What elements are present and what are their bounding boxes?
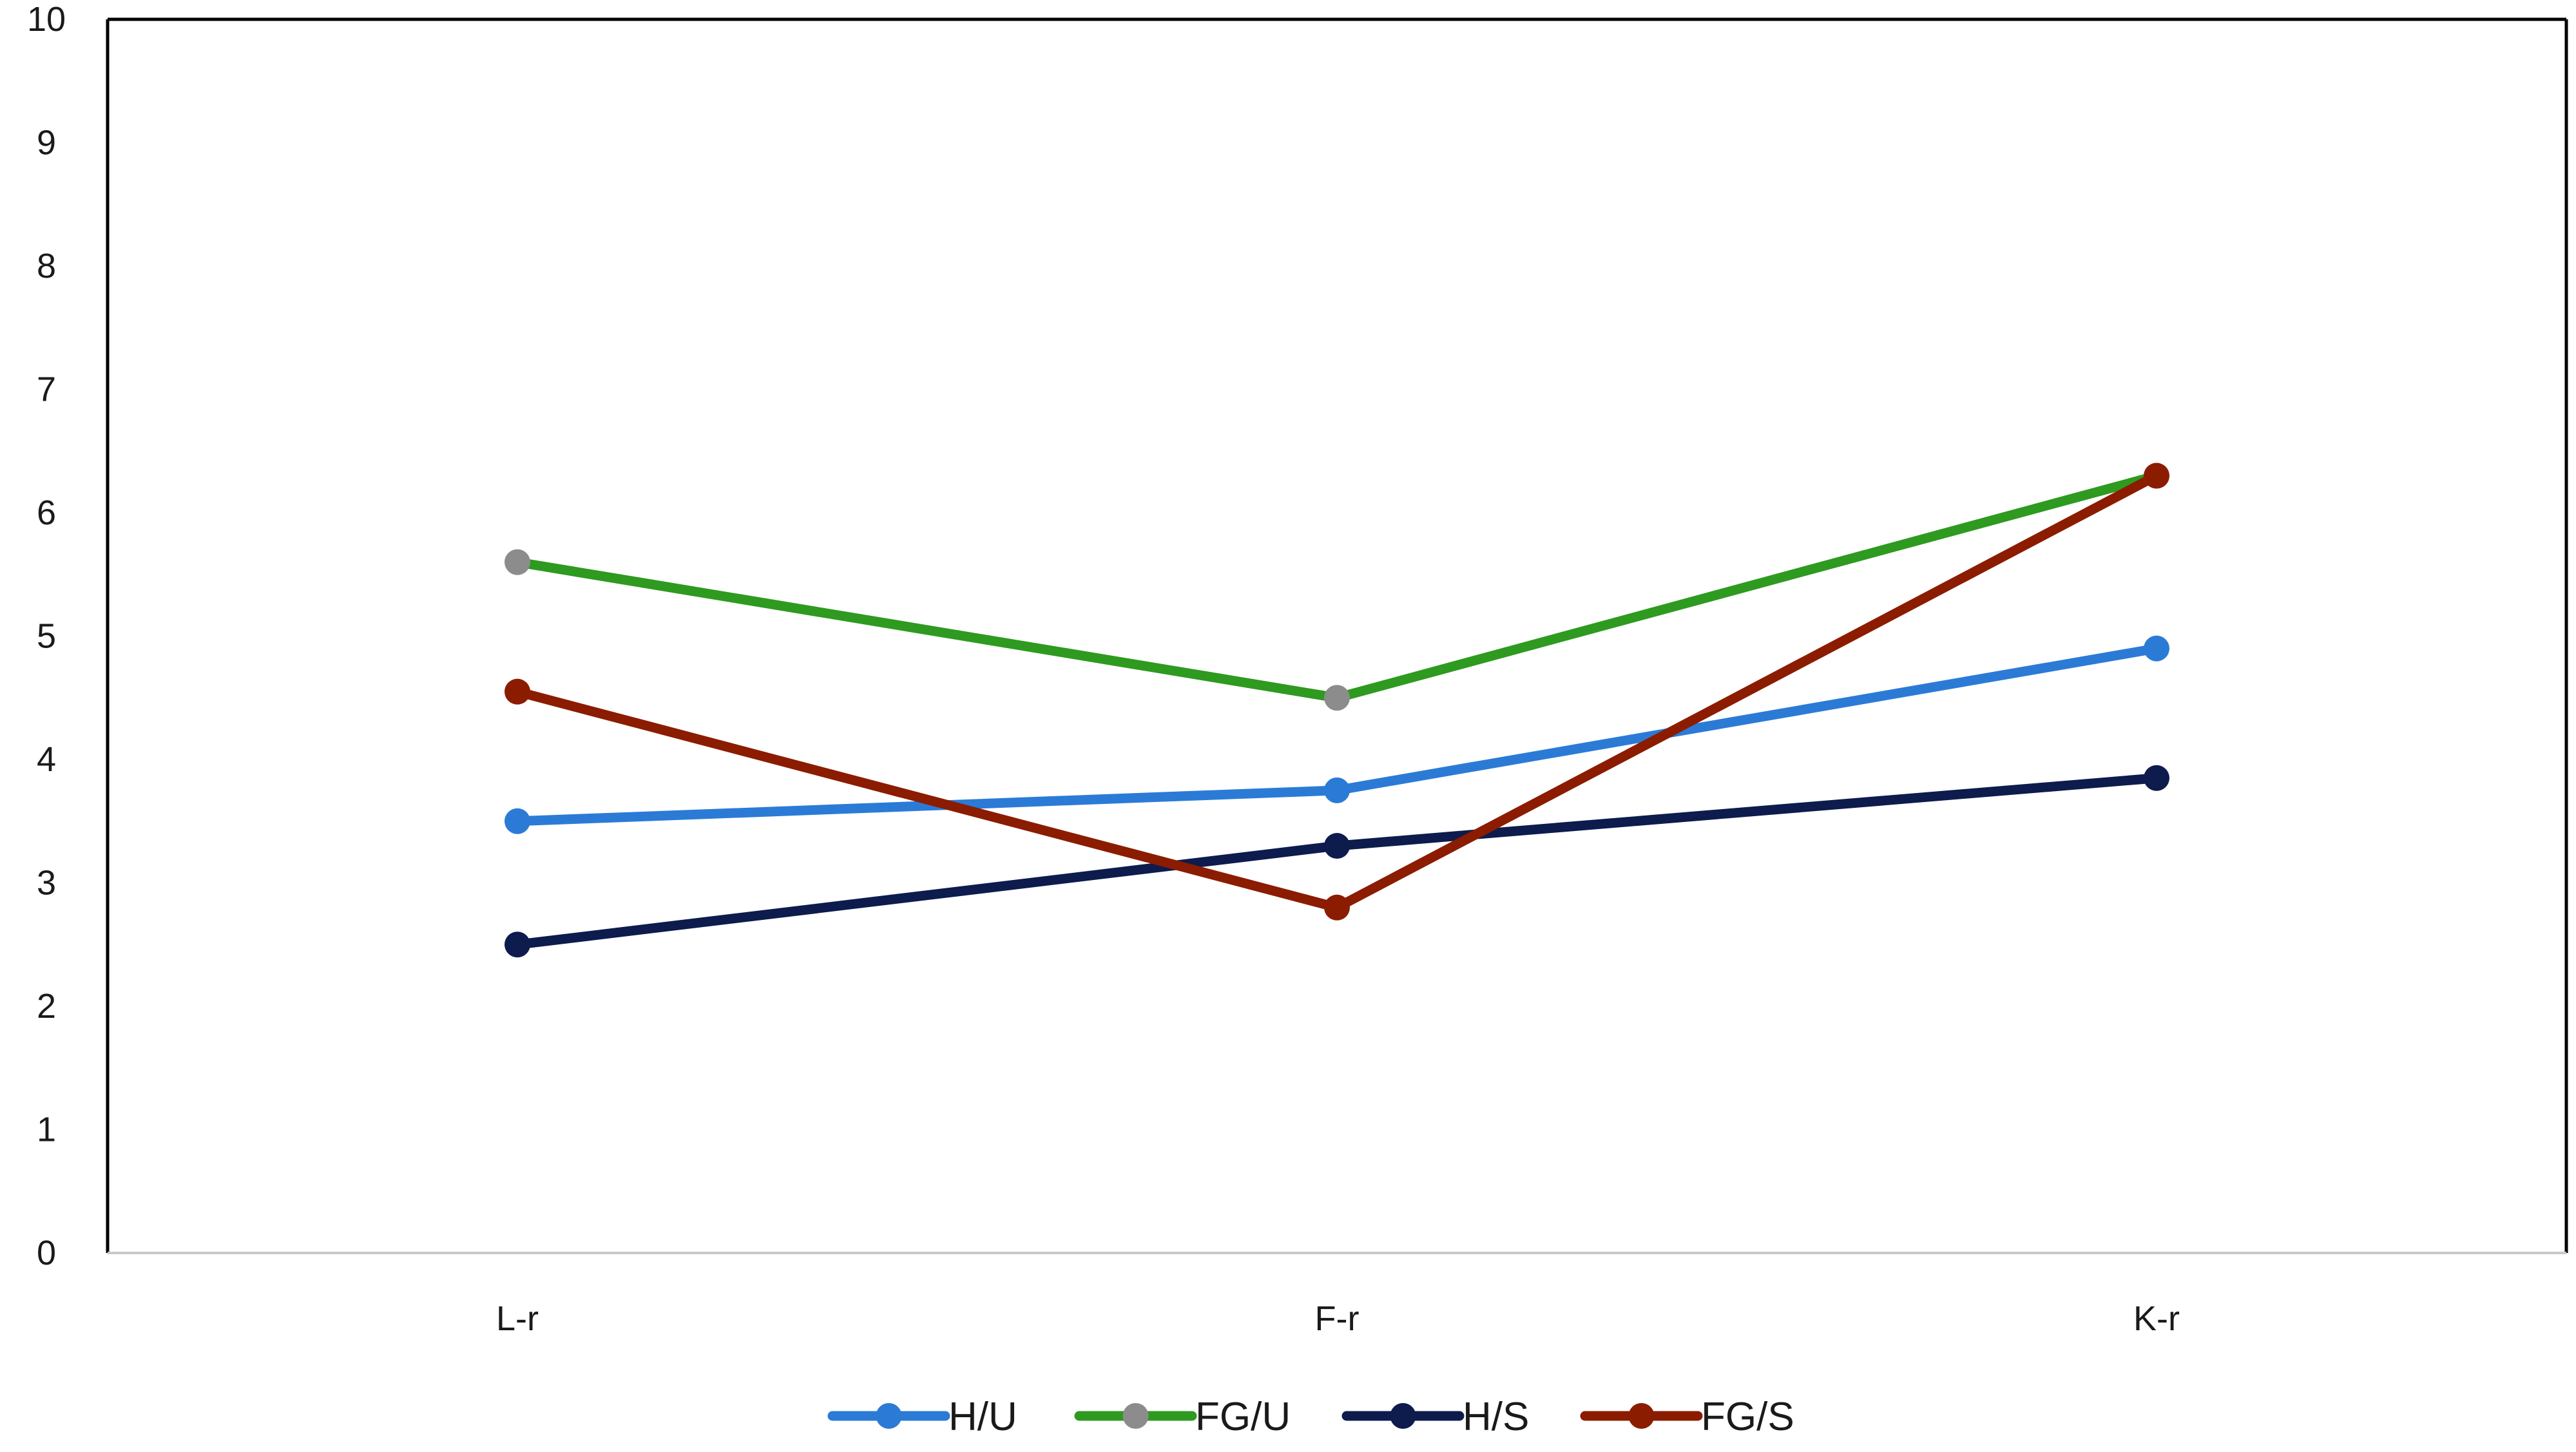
y-tick-label: 10 — [27, 0, 66, 39]
y-tick-label: 8 — [37, 247, 56, 285]
y-tick-label: 0 — [37, 1234, 56, 1272]
data-point — [1324, 894, 1350, 921]
x-tick-label: K-r — [2133, 1299, 2180, 1338]
x-tick-label: F-r — [1315, 1299, 1360, 1338]
legend-label: H/S — [1463, 1395, 1529, 1439]
series-line — [512, 471, 2162, 703]
legend-label: FG/S — [1701, 1395, 1794, 1439]
legend: H/U FG/U H/S FG/S — [827, 1395, 1794, 1439]
y-tick-label: 5 — [37, 617, 56, 656]
legend-label: H/U — [948, 1395, 1017, 1439]
series-points — [505, 463, 2169, 958]
legend-marker — [1628, 1403, 1655, 1429]
data-point — [2144, 635, 2169, 662]
y-tick-label: 9 — [37, 124, 56, 162]
y-axis-ticks: 0 1 2 3 4 5 6 7 8 9 10 — [27, 0, 66, 1272]
data-point — [1324, 833, 1350, 859]
x-tick-label: L-r — [496, 1299, 539, 1338]
data-point — [505, 678, 530, 705]
y-tick-label: 3 — [37, 864, 56, 903]
data-point — [1324, 777, 1350, 803]
x-axis-ticks: L-r F-r K-r — [496, 1299, 2180, 1338]
legend-marker — [1122, 1403, 1149, 1429]
data-point — [2144, 463, 2169, 489]
data-point — [505, 931, 530, 958]
plot-frame — [106, 17, 2568, 1254]
data-point — [2144, 765, 2169, 791]
legend-label: FG/U — [1195, 1395, 1291, 1439]
data-point — [1324, 685, 1350, 711]
y-tick-label: 6 — [37, 493, 56, 532]
y-tick-label: 7 — [37, 370, 56, 409]
y-tick-label: 1 — [37, 1111, 56, 1149]
legend-marker — [876, 1403, 902, 1429]
data-point — [505, 808, 530, 834]
legend-marker — [1390, 1403, 1416, 1429]
y-tick-label: 4 — [37, 740, 56, 779]
y-tick-label: 2 — [37, 987, 56, 1026]
data-point — [505, 549, 530, 575]
